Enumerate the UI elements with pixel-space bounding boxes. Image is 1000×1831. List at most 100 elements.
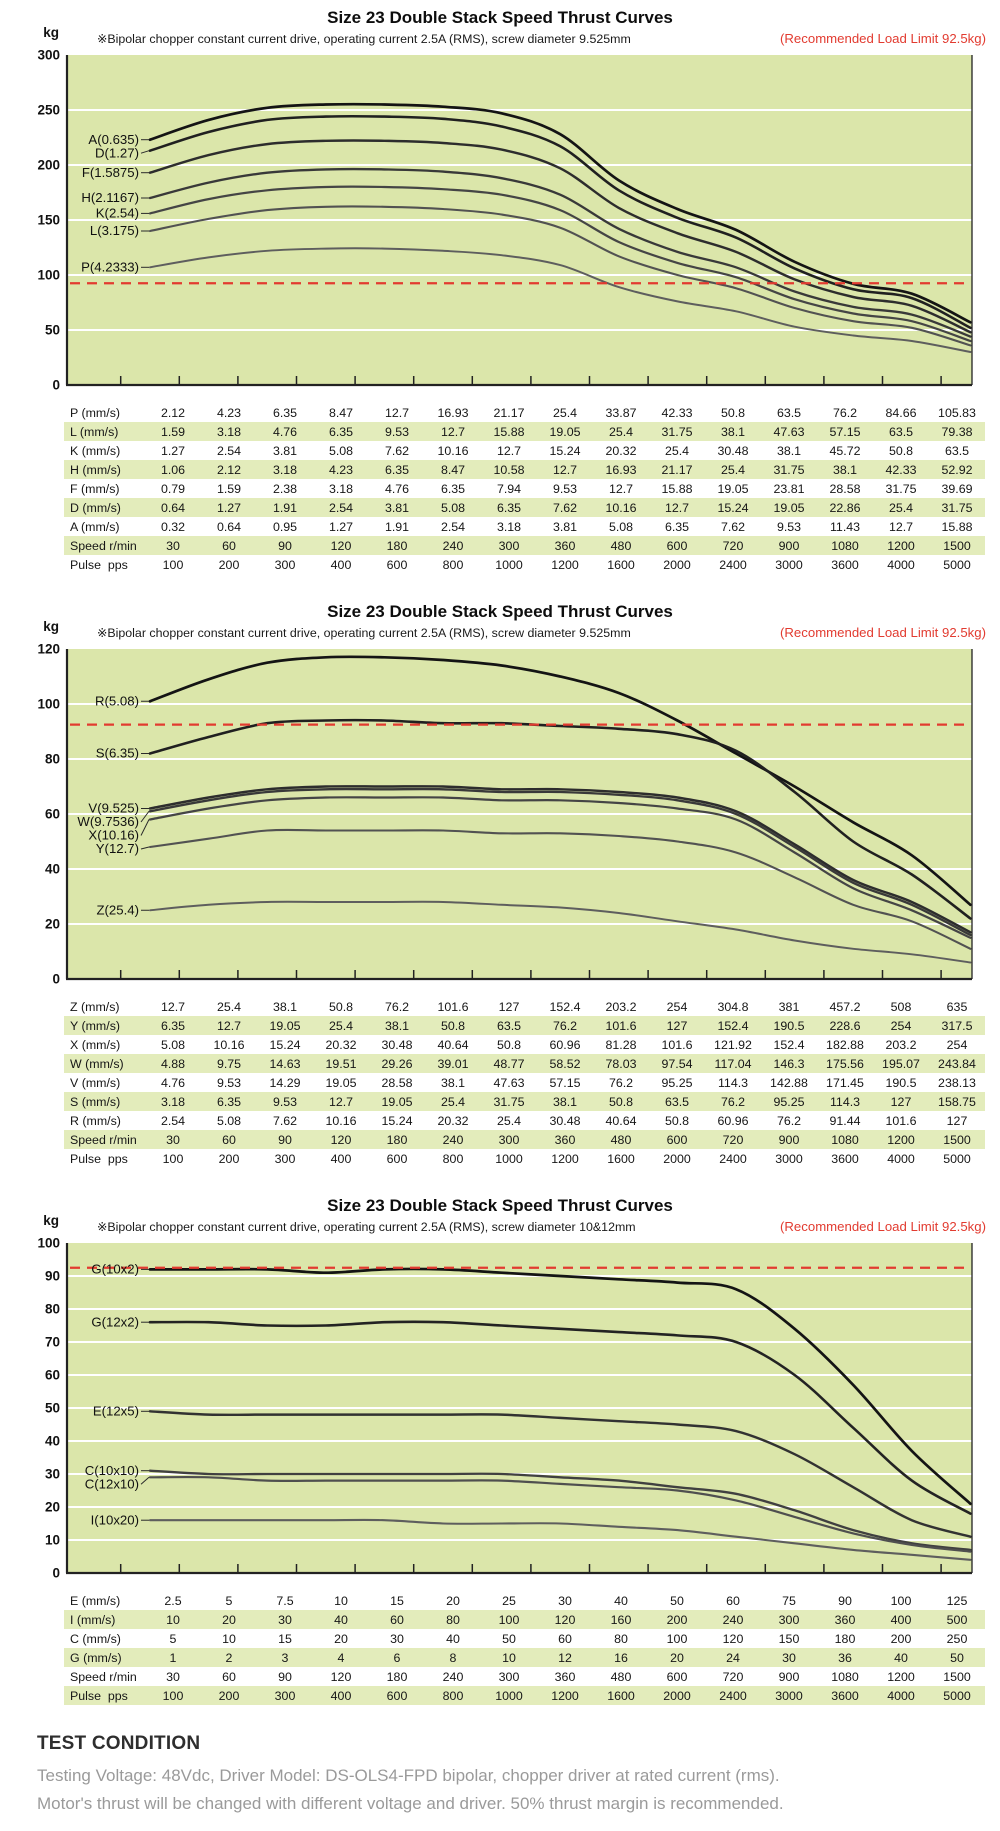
table-cell: 60 (222, 538, 236, 553)
table-cell: 20 (670, 1650, 684, 1665)
table-row: C (mm/s) 5 10 15 20 30 40 50 60 80 100 120 150 180 200… (64, 1629, 985, 1648)
table-row: P (mm/s) 2.12 4.23 6.35 8.47 12.7 16.93 21.17 25… (64, 403, 985, 422)
table-cell: 12.7 (888, 519, 914, 534)
table-cell: 1.27 (160, 443, 186, 458)
table-cell: 5.08 (160, 1037, 186, 1052)
table-cell: 900 (778, 538, 800, 553)
table-cell: 19.05 (381, 1094, 413, 1109)
table-cell: 7.62 (720, 519, 746, 534)
table-cell: 33.87 (605, 405, 637, 420)
curve-label-leader (140, 810, 150, 823)
curve-label: D(1.27) (95, 145, 139, 160)
table-cell: 63.5 (664, 1094, 690, 1109)
table-cell: 30.48 (717, 443, 749, 458)
table-row: Speed r/min 30 60 90 120 180 240 300 360 480 600 72… (64, 1667, 985, 1686)
curve-F(1.5875) (148, 139, 972, 334)
table-cell: 60 (222, 1132, 236, 1147)
table-cell: 6.35 (216, 1094, 242, 1109)
table-cell: 900 (778, 1132, 800, 1147)
table-cell: 60 (726, 1593, 740, 1608)
table-row: F (mm/s) 0.79 1.59 2.38 3.18 4.76 6.35 7.94 9.53… (64, 479, 985, 498)
table-cell: 2.38 (272, 481, 298, 496)
table-cell: 7.62 (272, 1113, 298, 1128)
table-cell: 60 (222, 1669, 236, 1684)
table-cell: 63.5 (888, 424, 914, 439)
table-cell: 200 (890, 1631, 912, 1646)
thrust-chart-3: G(10x2) G(12x2) E(12x5) C(10x10) C(12x10) I(1… (0, 1213, 1000, 1587)
row-label: E (mm/s) (70, 1593, 121, 1608)
page-title: Size 23 Double Stack Speed Thrust Curves (327, 602, 673, 621)
table-cell: 600 (386, 557, 408, 572)
table-row: Z (mm/s) 12.7 25.4 38.1 50.8 76.2 101.6 127 152.… (64, 997, 985, 1016)
table-cell: 31.75 (885, 481, 917, 496)
table-cell: 50 (950, 1650, 964, 1665)
table-cell: 3000 (775, 1688, 803, 1703)
table-cell: 15 (390, 1593, 404, 1608)
table-cell: 1080 (831, 1132, 859, 1147)
table-cell: 38.1 (272, 999, 298, 1014)
page-title: Size 23 Double Stack Speed Thrust Curves (327, 1196, 673, 1215)
table-cell: 50.8 (328, 999, 354, 1014)
table-cell: 254 (946, 1037, 968, 1052)
curve-label: S(6.35) (96, 746, 139, 761)
table-cell: 360 (554, 1669, 576, 1684)
row-label: F (mm/s) (70, 481, 120, 496)
table-cell: 10.16 (213, 1037, 245, 1052)
curve-G(10x2) (148, 1267, 972, 1506)
table-cell: 300 (274, 1688, 296, 1703)
table-cell: 200 (218, 1151, 240, 1166)
table-cell: 78.03 (605, 1056, 637, 1071)
table-cell: 19.05 (325, 1075, 357, 1090)
table-cell: 1200 (551, 1688, 579, 1703)
table-cell: 146.3 (773, 1056, 805, 1071)
table-cell: 5000 (943, 1688, 971, 1703)
table-row: X (mm/s) 5.08 10.16 15.24 20.32 30.48 40.64 50.… (64, 1035, 985, 1054)
chart-section-3: Size 23 Double Stack Speed Thrust Curves… (0, 1196, 1000, 1705)
table-cell: 63.5 (496, 1018, 522, 1033)
table-cell: 40 (614, 1593, 628, 1608)
table-cell: 6.35 (440, 481, 466, 496)
table-cell: 50.8 (664, 1113, 690, 1128)
table-cell: 114.3 (717, 1075, 749, 1090)
table-cell: 81.28 (605, 1037, 637, 1052)
table-cell: 635 (946, 999, 968, 1014)
note-row: ※Bipolar chopper constant current drive,… (0, 31, 1000, 47)
table-cell: 203.2 (605, 999, 637, 1014)
table-cell: 8.47 (440, 462, 466, 477)
table-cell: 200 (666, 1612, 688, 1627)
test-condition-heading: TEST CONDITION (37, 1733, 201, 1754)
table-cell: 57.15 (549, 1075, 581, 1090)
table-cell: 900 (778, 1669, 800, 1684)
row-label: Speed r/min (70, 1669, 137, 1684)
table-cell: 480 (610, 538, 632, 553)
table-cell: 63.5 (944, 443, 970, 458)
table-cell: 57.15 (829, 424, 861, 439)
table-cell: 2400 (719, 1151, 747, 1166)
table-cell: 1500 (943, 538, 971, 553)
table-cell: 40 (446, 1631, 460, 1646)
thrust-chart-2: R(5.08) S(6.35) V(9.525) W(9.7536) X(10.16) Y… (0, 619, 1000, 993)
speed-table-3: E (mm/s) 2.5 5 7.5 10 15 20 25 30 40 50 60 75 90 100 12… (0, 1591, 1000, 1705)
y-tick-label: 20 (45, 917, 60, 932)
table-cell: 190.5 (773, 1018, 805, 1033)
table-cell: 10 (502, 1650, 516, 1665)
table-cell: 50.8 (888, 443, 914, 458)
table-cell: 3.18 (160, 1094, 186, 1109)
y-tick-label: 80 (45, 1302, 60, 1317)
table-cell: 14.29 (269, 1075, 301, 1090)
table-cell: 19.05 (717, 481, 749, 496)
y-tick-label: 100 (37, 697, 60, 712)
table-cell: 42.33 (661, 405, 693, 420)
table-cell: 38.1 (440, 1075, 466, 1090)
table-cell: 0.95 (272, 519, 298, 534)
table-cell: 3600 (831, 1151, 859, 1166)
table-row: Pulse pps 100 200 300 400 600 800 1000 1200 1600 2… (64, 1149, 985, 1168)
y-tick-label: 90 (45, 1269, 60, 1284)
y-tick-label: 60 (45, 807, 60, 822)
table-cell: 91.44 (829, 1113, 861, 1128)
table-cell: 20.32 (325, 1037, 357, 1052)
table-cell: 4.23 (216, 405, 242, 420)
table-cell: 12 (558, 1650, 572, 1665)
table-cell: 50.8 (720, 405, 746, 420)
table-cell: 4.23 (328, 462, 354, 477)
